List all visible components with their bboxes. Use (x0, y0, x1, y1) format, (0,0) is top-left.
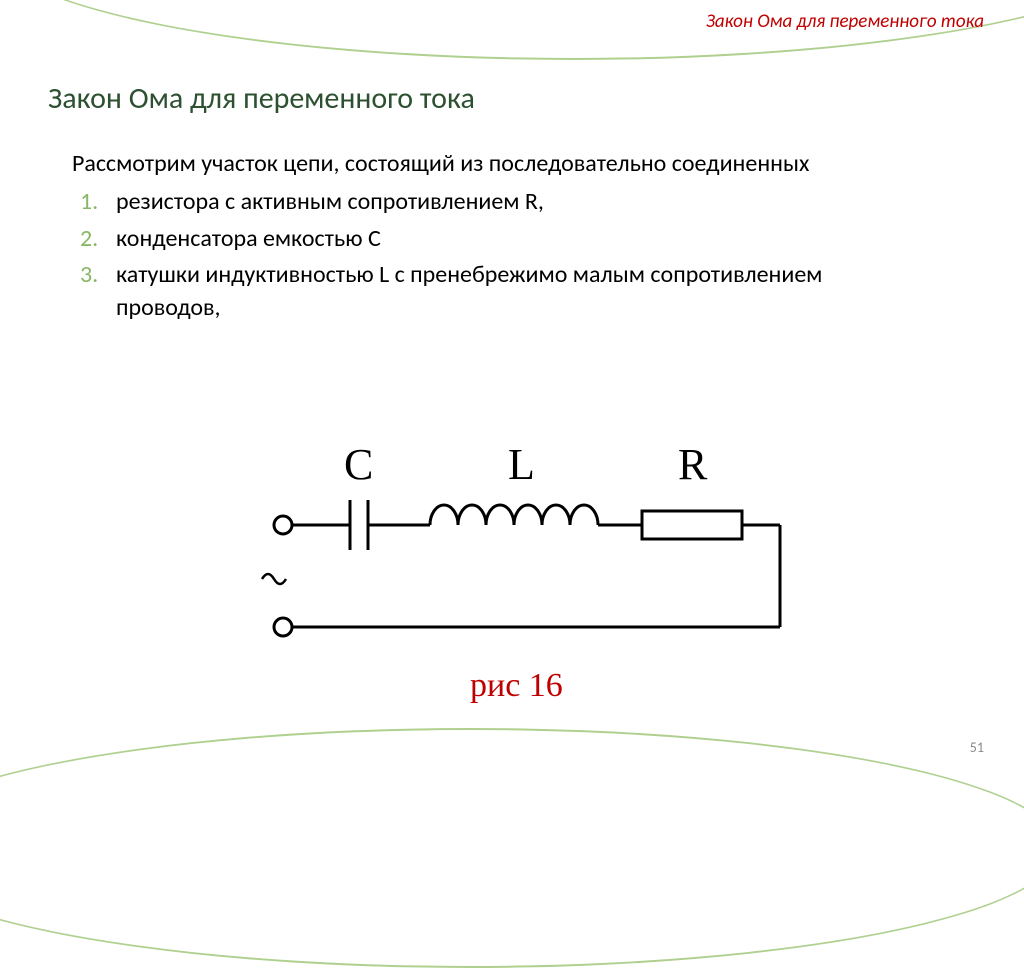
list-number: 1. (72, 186, 116, 218)
capacitor-label: C (344, 439, 373, 490)
list-item: 3. катушки индуктивностью L с пренебрежи… (72, 259, 872, 324)
list-number: 3. (72, 259, 116, 291)
slide-title: Закон Ома для переменного тока (48, 80, 475, 117)
intro-paragraph: Рассмотрим участок цепи, состоящий из по… (72, 148, 872, 180)
circuit-diagram: C L R рис 16 (250, 445, 810, 705)
list-text: катушки индуктивностью L с пренебрежимо … (116, 259, 872, 324)
body-content: Рассмотрим участок цепи, состоящий из по… (72, 148, 872, 328)
decorative-bottom-curve (0, 728, 1024, 968)
list-text: конденсатора емкостью С (116, 223, 872, 255)
inductor-label: L (508, 439, 535, 490)
list-number: 2. (72, 223, 116, 255)
component-list: 1. резистора с активным сопротивлением R… (72, 186, 872, 324)
slide-header: Закон Ома для переменного тока (706, 10, 984, 33)
figure-caption: рис 16 (470, 667, 563, 705)
page-number: 51 (970, 739, 984, 756)
list-item: 2. конденсатора емкостью С (72, 223, 872, 255)
resistor-label: R (678, 439, 707, 490)
list-item: 1. резистора с активным сопротивлением R… (72, 186, 872, 218)
list-text: резистора с активным сопротивлением R, (116, 186, 872, 218)
